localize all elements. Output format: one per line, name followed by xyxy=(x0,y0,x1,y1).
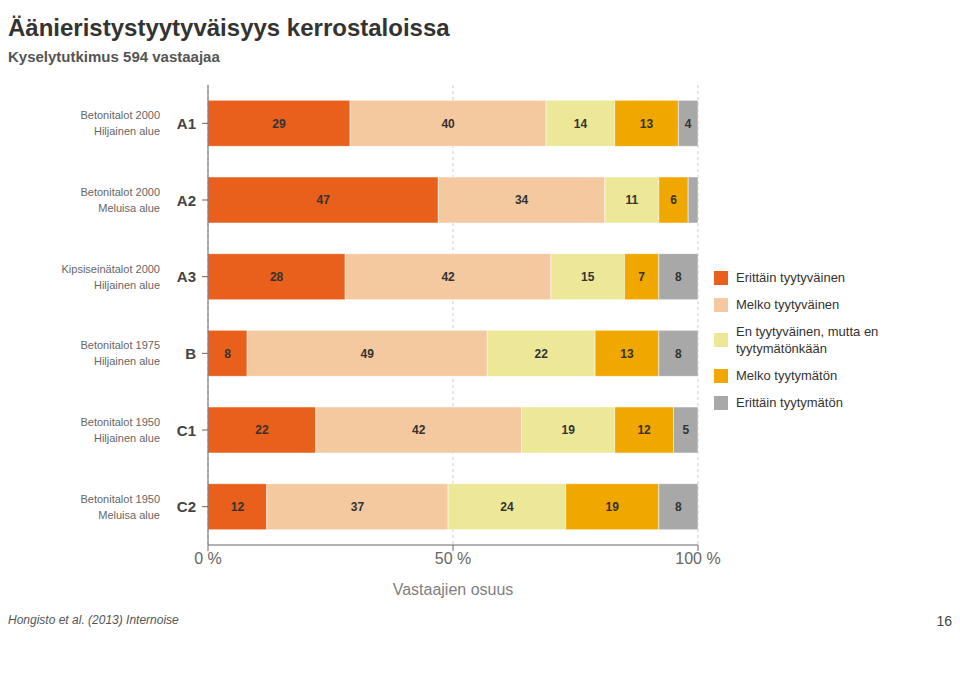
svg-text:A2: A2 xyxy=(177,192,196,209)
svg-text:14: 14 xyxy=(574,117,588,131)
svg-text:Betonitalot 1950: Betonitalot 1950 xyxy=(80,416,160,428)
html-text:Melko tyytyväinen: Melko tyytyväinen xyxy=(736,297,840,312)
svg-text:Betonitalot 2000: Betonitalot 2000 xyxy=(80,186,160,198)
svg-text:C1: C1 xyxy=(177,422,196,439)
svg-text:37: 37 xyxy=(351,500,365,514)
svg-text:Hiljainen alue: Hiljainen alue xyxy=(94,279,160,291)
svg-text:11: 11 xyxy=(626,193,639,207)
html-text:Erittäin tyytymätön: Erittäin tyytymätön xyxy=(736,395,843,410)
svg-text:19: 19 xyxy=(606,500,620,514)
svg-text:24: 24 xyxy=(500,500,514,514)
svg-text:0 %: 0 % xyxy=(194,550,222,567)
svg-text:13: 13 xyxy=(640,117,654,131)
html-text:Äänieristystyytyväisyys kerros: Äänieristystyytyväisyys kerrostaloissa xyxy=(8,14,450,41)
svg-text:Betonitalot 1975: Betonitalot 1975 xyxy=(80,339,160,351)
svg-text:15: 15 xyxy=(581,270,595,284)
svg-text:Kipsiseinätalot 2000: Kipsiseinätalot 2000 xyxy=(62,263,160,275)
svg-text:7: 7 xyxy=(638,270,645,284)
svg-text:8: 8 xyxy=(224,347,231,361)
html-text:16: 16 xyxy=(936,613,952,629)
svg-text:6: 6 xyxy=(670,193,677,207)
svg-text:8: 8 xyxy=(675,270,682,284)
svg-text:22: 22 xyxy=(255,423,269,437)
svg-text:Betonitalot 2000: Betonitalot 2000 xyxy=(80,109,160,121)
svg-text:8: 8 xyxy=(675,500,682,514)
svg-text:29: 29 xyxy=(272,117,286,131)
svg-text:42: 42 xyxy=(412,423,426,437)
svg-text:34: 34 xyxy=(515,193,529,207)
svg-text:5: 5 xyxy=(682,423,689,437)
svg-text:47: 47 xyxy=(316,193,330,207)
svg-text:8: 8 xyxy=(675,347,682,361)
svg-text:4: 4 xyxy=(685,117,692,131)
svg-text:13: 13 xyxy=(620,347,634,361)
svg-text:Meluisa alue: Meluisa alue xyxy=(98,509,160,521)
html-text:Erittäin tyytyväinen: Erittäin tyytyväinen xyxy=(736,270,846,285)
html-text:Hongisto et al. (2013) Interno: Hongisto et al. (2013) Internoise xyxy=(8,613,179,627)
svg-text:Meluisa alue: Meluisa alue xyxy=(98,202,160,214)
svg-text:50 %: 50 % xyxy=(435,550,471,567)
svg-text:22: 22 xyxy=(535,347,549,361)
svg-text:Betonitalot 1950: Betonitalot 1950 xyxy=(80,493,160,505)
svg-text:A3: A3 xyxy=(177,268,196,285)
svg-text:42: 42 xyxy=(441,270,455,284)
svg-text:19: 19 xyxy=(561,423,575,437)
html-text:En tyytyväinen, mutta en: En tyytyväinen, mutta en xyxy=(736,324,879,339)
svg-text:12: 12 xyxy=(637,423,651,437)
svg-text:Vastaajien osuus: Vastaajien osuus xyxy=(393,581,514,598)
svg-text:28: 28 xyxy=(270,270,284,284)
svg-text:B: B xyxy=(185,345,196,362)
html-text:tyytymätönkään: tyytymätönkään xyxy=(736,341,827,356)
svg-text:100 %: 100 % xyxy=(675,550,720,567)
svg-text:40: 40 xyxy=(441,117,455,131)
svg-text:Hiljainen alue: Hiljainen alue xyxy=(94,432,160,444)
svg-text:49: 49 xyxy=(361,347,375,361)
html-text:Kyselytutkimus 594 vastaajaa: Kyselytutkimus 594 vastaajaa xyxy=(8,48,220,65)
html-text:Melko tyytymätön: Melko tyytymätön xyxy=(736,368,838,383)
svg-text:Hiljainen alue: Hiljainen alue xyxy=(94,125,160,137)
svg-text:C2: C2 xyxy=(177,498,196,515)
svg-text:Hiljainen alue: Hiljainen alue xyxy=(94,355,160,367)
svg-text:12: 12 xyxy=(231,500,245,514)
svg-text:A1: A1 xyxy=(177,115,196,132)
